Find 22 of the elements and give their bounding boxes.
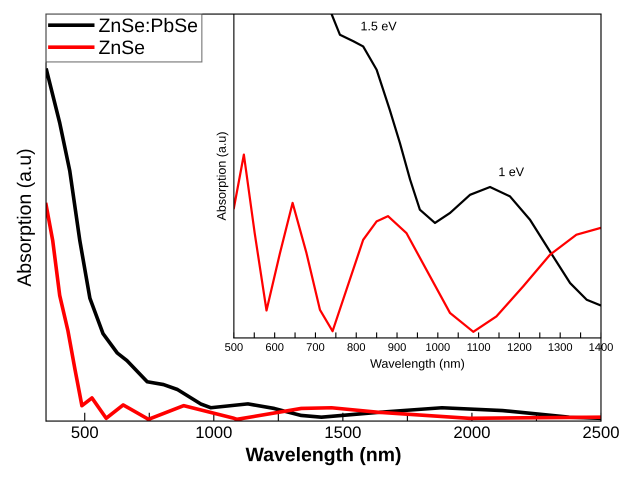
x-tick-label: 700 (306, 343, 324, 351)
annotation: 1.5 eV (361, 22, 397, 30)
x-tick-label: 2000 (454, 426, 490, 438)
x-tick-label: 600 (266, 343, 284, 351)
x-tick-label: 1000 (426, 343, 450, 351)
x-tick-label: 1000 (196, 426, 232, 438)
legend-label: ZnSe (99, 40, 144, 54)
x-tick-label: 1500 (326, 426, 361, 438)
x-axis-title: Wavelength (nm) (246, 447, 400, 466)
x-tick-label: 800 (347, 343, 366, 351)
x-tick-label: 2500 (583, 426, 619, 438)
y-axis-title: Absorption (a.u) (16, 150, 35, 287)
x-tick-label: 900 (388, 343, 406, 351)
x-tick-label: 1100 (468, 343, 490, 351)
x-tick-label: 1300 (548, 343, 572, 351)
y-axis-title: Absorption (a.u) (216, 132, 228, 220)
x-tick-label: 1200 (508, 343, 532, 351)
x-axis-title: Wavelength (nm) (370, 358, 464, 370)
legend-label: ZnSe:PbSe (99, 18, 198, 32)
x-tick-label: 500 (72, 426, 98, 438)
x-tick-label: 500 (225, 343, 243, 351)
annotation: 1 eV (499, 167, 524, 176)
